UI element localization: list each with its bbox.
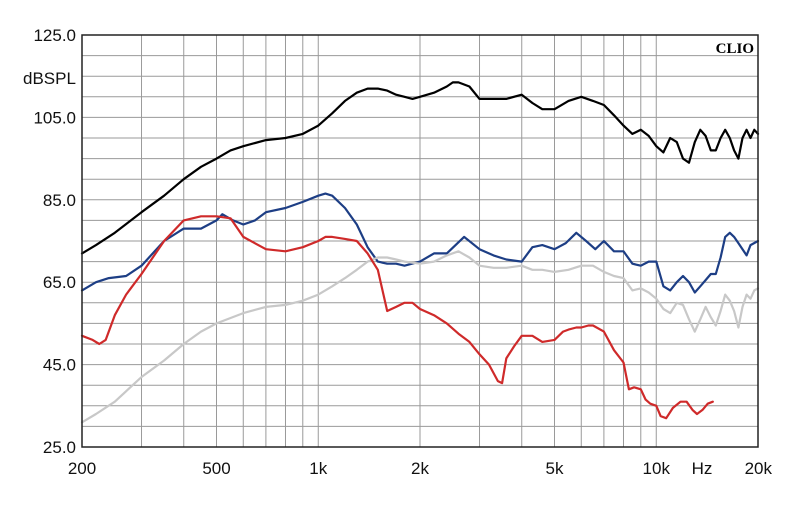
y-tick-label: 25.0 [43, 438, 76, 457]
plot-border [81, 34, 759, 448]
series-line-3 [80, 250, 760, 424]
y-tick-label: 125.0 [33, 26, 76, 45]
x-tick-label: 5k [546, 459, 564, 478]
y-tick-label: 45.0 [43, 356, 76, 375]
x-tick-labels: 200 500 1k 2k 5k 10k 20k [68, 459, 773, 478]
series-line-4 [80, 215, 714, 420]
x-axis-unit-label: Hz [692, 459, 713, 478]
y-tick-label: 85.0 [43, 191, 76, 210]
brand-label: CLIO [716, 41, 754, 57]
series-line-1 [80, 81, 760, 255]
grid [82, 35, 758, 447]
x-tick-label: 1k [309, 459, 327, 478]
x-tick-label: 10k [643, 459, 671, 478]
y-tick-label: 65.0 [43, 273, 76, 292]
x-tick-label: 500 [202, 459, 230, 478]
y-tick-labels: 25.0 45.0 65.0 85.0 105.0 125.0 [33, 26, 76, 457]
y-axis-label: dBSPL [23, 69, 76, 88]
x-tick-label: 20k [745, 459, 773, 478]
y-tick-label: 105.0 [33, 108, 76, 127]
series-layer [80, 81, 760, 424]
x-tick-label: 2k [411, 459, 429, 478]
x-tick-label: 200 [68, 459, 96, 478]
series-line-2 [80, 192, 760, 294]
